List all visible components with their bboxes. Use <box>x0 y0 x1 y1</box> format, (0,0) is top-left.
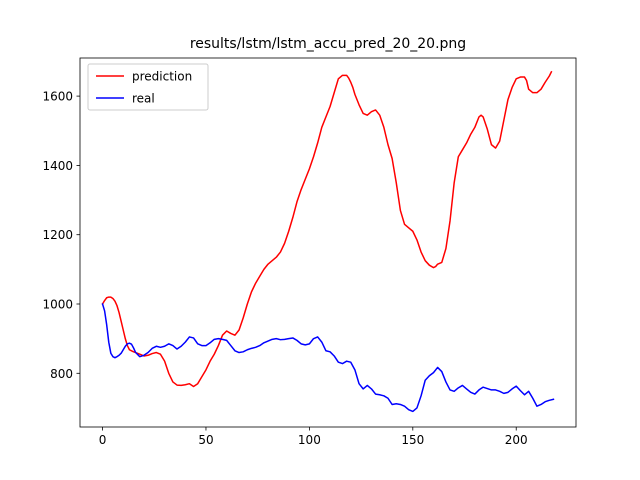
legend: prediction real <box>87 63 209 111</box>
legend-label-prediction: prediction <box>132 70 192 84</box>
y-tick-label: 1200 <box>42 228 73 242</box>
x-tick-label: 200 <box>505 433 528 447</box>
plot-area <box>101 70 555 413</box>
series-line-prediction <box>101 70 553 388</box>
x-tick-label: 150 <box>401 433 424 447</box>
y-tick-label: 1600 <box>42 90 73 104</box>
axes: 0 50 100 150 200 800 1000 1200 1400 1600 <box>42 57 577 447</box>
axes-frame <box>79 57 577 428</box>
chart-title: results/lstm/lstm_accu_pred_20_20.png <box>190 36 466 52</box>
x-tick-label: 0 <box>99 433 107 447</box>
series-line-real <box>101 303 555 413</box>
x-tick-label: 50 <box>198 433 213 447</box>
x-tick-label: 100 <box>298 433 321 447</box>
y-tick-label: 1400 <box>42 159 73 173</box>
y-tick-label: 1000 <box>42 298 73 312</box>
y-tick-label: 800 <box>50 367 73 381</box>
legend-label-real: real <box>132 92 155 106</box>
